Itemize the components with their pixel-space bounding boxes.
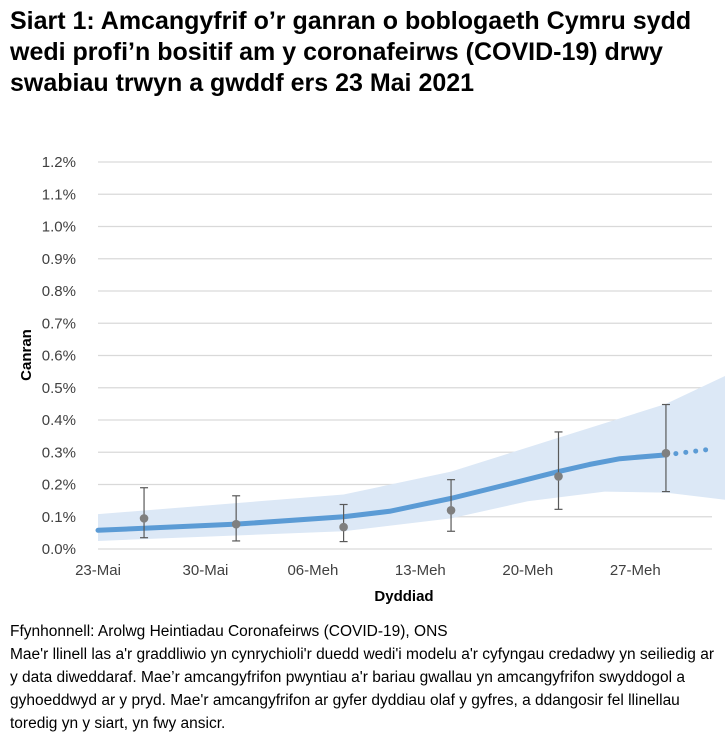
y-tick-label: 0.1% xyxy=(42,509,76,526)
y-tick-label: 0.2% xyxy=(42,477,76,494)
point-estimate xyxy=(446,506,456,515)
chart-svg: 0.0% 0.1% 0.2% 0.3% 0.4% 0.5% 0.6% 0.7% 0.8% 0.9%… xyxy=(18,154,725,605)
y-tick-label: 0.6% xyxy=(42,348,76,365)
point-estimate xyxy=(661,448,671,458)
chart-title: Siart 1: Amcangyfrif o’r ganran o boblog… xyxy=(10,7,692,97)
source-note: Ffynhonnell: Arolwg Heintiadau Coronafei… xyxy=(10,623,448,640)
x-axis-title: Dyddiad xyxy=(374,588,433,605)
point-estimate xyxy=(554,472,563,481)
x-tick-label: 13-Meh xyxy=(395,562,446,579)
x-tick-label: 30-Mai xyxy=(183,562,229,579)
y-tick-label: 0.7% xyxy=(42,315,76,332)
y-tick-label: 0.8% xyxy=(42,283,76,300)
y-tick-label: 0.9% xyxy=(42,251,76,268)
x-tick-label: 06-Meh xyxy=(287,562,338,579)
y-tick-label: 0.0% xyxy=(42,541,76,558)
point-estimate xyxy=(339,522,348,532)
trend-line xyxy=(95,452,669,533)
y-tick-label: 0.3% xyxy=(42,444,76,461)
point-estimate xyxy=(231,519,241,529)
y-tick-label: 1.0% xyxy=(42,219,76,236)
y-tick-label: 1.1% xyxy=(42,186,76,203)
x-tick-label: 27-Meh xyxy=(610,562,661,579)
methodology-note: Mae'r llinell las a'r graddliwio yn cynr… xyxy=(10,646,715,732)
x-tick-label: 20-Meh xyxy=(502,562,553,579)
trend-line-uncertain xyxy=(663,446,715,458)
x-tick-label: 23-Mai xyxy=(75,562,121,579)
y-tick-label: 0.5% xyxy=(42,380,76,397)
point-estimate xyxy=(139,514,149,523)
y-tick-label: 1.2% xyxy=(42,154,76,171)
y-tick-label: 0.4% xyxy=(42,412,76,429)
y-axis-title: Canran xyxy=(18,329,35,381)
